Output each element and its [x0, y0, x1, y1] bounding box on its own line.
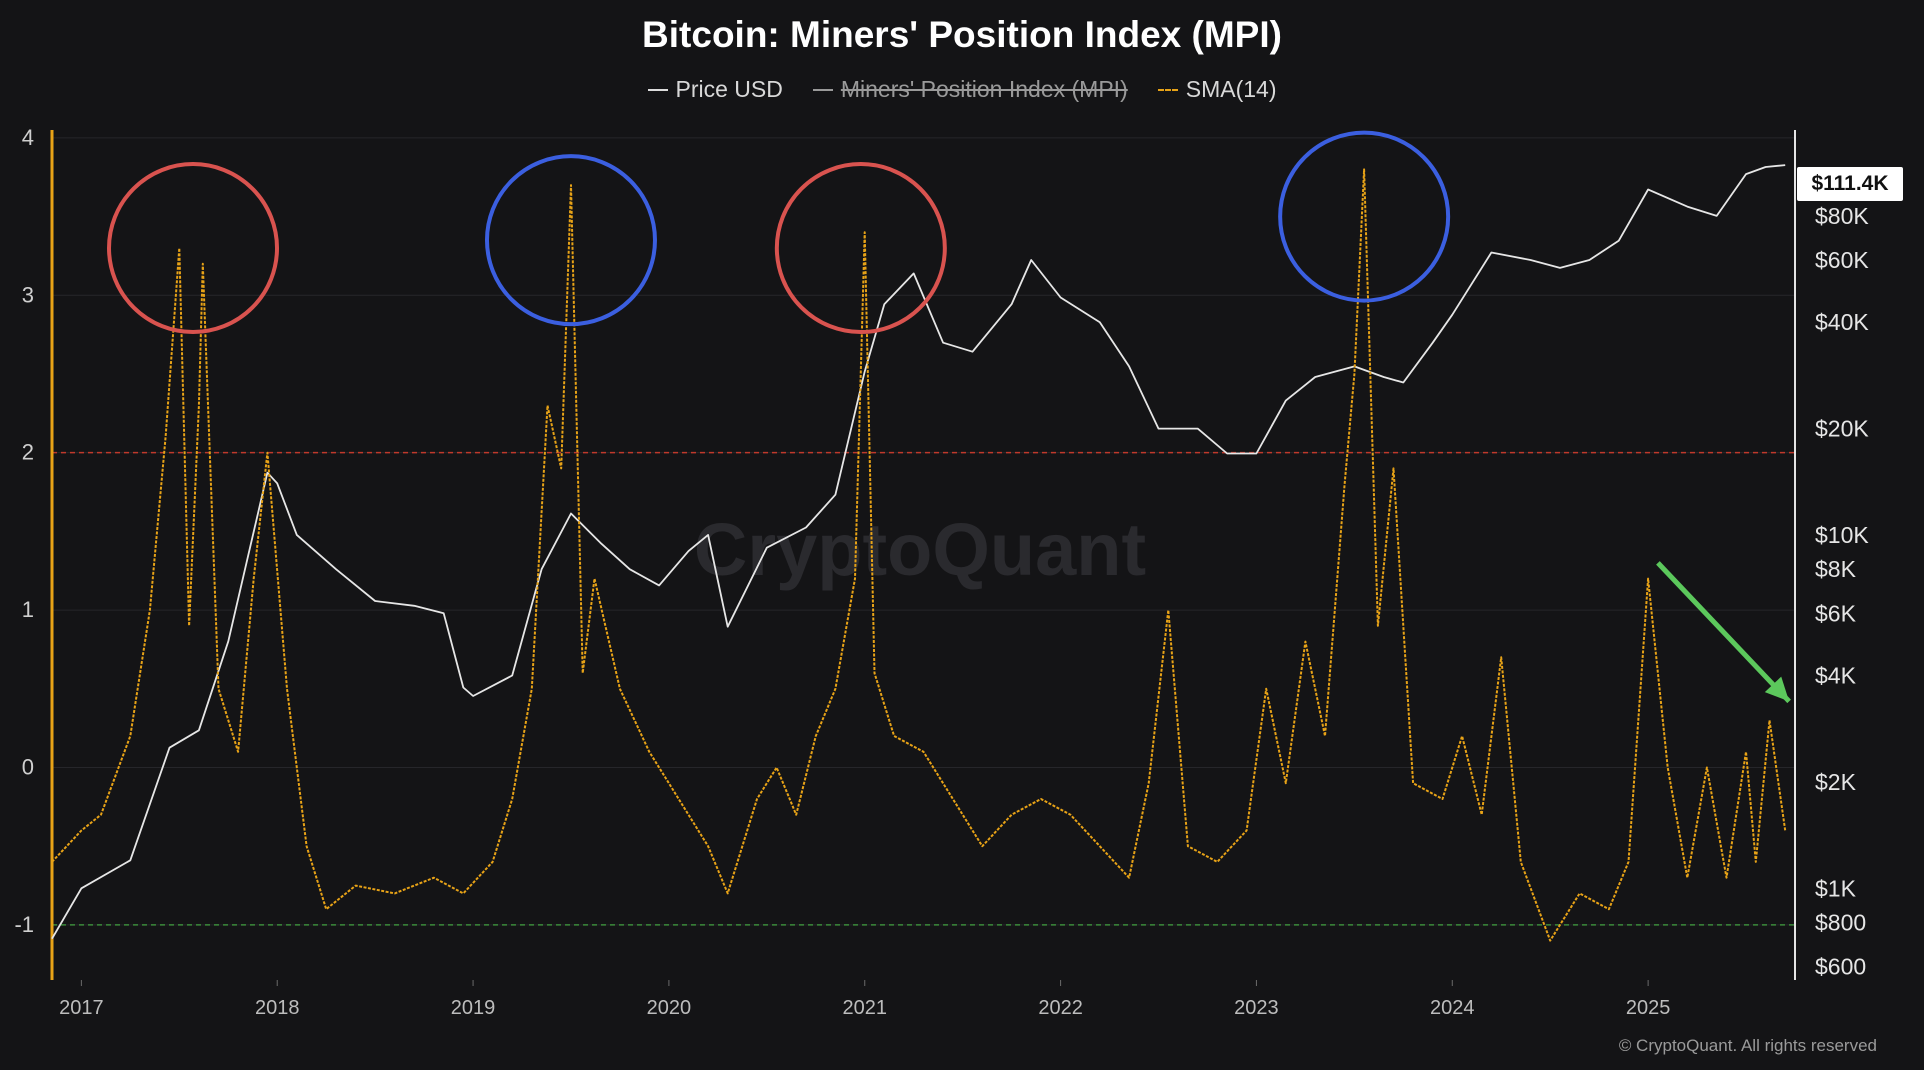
annotation-circle-2 [774, 162, 947, 335]
x-tick-label-7: 2024 [1430, 997, 1475, 1019]
x-tick-label-4: 2021 [842, 997, 887, 1019]
legend-label-mpi: Miners' Position Index (MPI) [840, 76, 1128, 102]
sma-series-line [51, 168, 1787, 942]
left-tick-label-0: 4 [22, 125, 34, 150]
right-tick-label-3: $40K [1815, 309, 1869, 335]
chart-title: Bitcoin: Miners' Position Index (MPI) [642, 14, 1282, 55]
left-tick-label-3: 1 [22, 597, 34, 622]
x-tick-label-1: 2018 [255, 997, 300, 1019]
x-tick-label-3: 2020 [647, 997, 692, 1019]
x-tick-label-2: 2019 [451, 997, 496, 1019]
legend-item-price[interactable]: Price USD [647, 76, 783, 103]
right-tick-label-4: $20K [1815, 416, 1869, 442]
legend-item-mpi[interactable]: Miners' Position Index (MPI) [812, 76, 1128, 103]
right-tick-label-11: $800 [1815, 910, 1866, 936]
annotation-circle-0 [107, 162, 280, 335]
legend-swatch-mpi [812, 88, 833, 91]
x-tick-label-8: 2025 [1626, 997, 1671, 1019]
annotation-arrow-line [1656, 561, 1791, 704]
legend-swatch-price [647, 88, 668, 91]
legend-label-price: Price USD [675, 76, 783, 102]
right-tick-label-2: $60K [1815, 247, 1869, 273]
left-tick-label-2: 2 [22, 440, 34, 465]
right-tick-label-12: $600 [1815, 954, 1866, 980]
right-tick-label-10: $1K [1815, 875, 1857, 901]
price-series-line [51, 164, 1786, 940]
left-tick-label-5: -1 [14, 912, 34, 937]
left-tick-label-4: 0 [22, 755, 34, 780]
annotation-circle-1 [484, 154, 657, 327]
legend-swatch-sma [1157, 88, 1178, 91]
annotation-circle-3 [1278, 130, 1451, 303]
legend-item-sma[interactable]: SMA(14) [1157, 76, 1277, 103]
legend-label-sma: SMA(14) [1185, 76, 1277, 102]
right-tick-label-1: $80K [1815, 203, 1869, 229]
left-tick-label-1: 3 [22, 282, 34, 307]
x-tick-label-0: 2017 [59, 997, 104, 1019]
watermark-text: CryptoQuant [694, 508, 1146, 591]
right-tick-label-8: $4K [1815, 663, 1857, 689]
x-tick-label-6: 2023 [1234, 997, 1279, 1019]
right-tick-label-6: $8K [1815, 556, 1857, 582]
x-tick-label-5: 2022 [1038, 997, 1083, 1019]
right-tick-label-9: $2K [1815, 769, 1857, 795]
current-price-label: $111.4K [1797, 167, 1903, 201]
right-tick-label-5: $10K [1815, 522, 1869, 548]
copyright-notice: © CryptoQuant. All rights reserved [1618, 1036, 1877, 1055]
chart-legend: Price USD Miners' Position Index (MPI) S… [0, 76, 1924, 103]
right-tick-label-7: $6K [1815, 600, 1857, 626]
annotation-arrow-head [1764, 676, 1790, 702]
